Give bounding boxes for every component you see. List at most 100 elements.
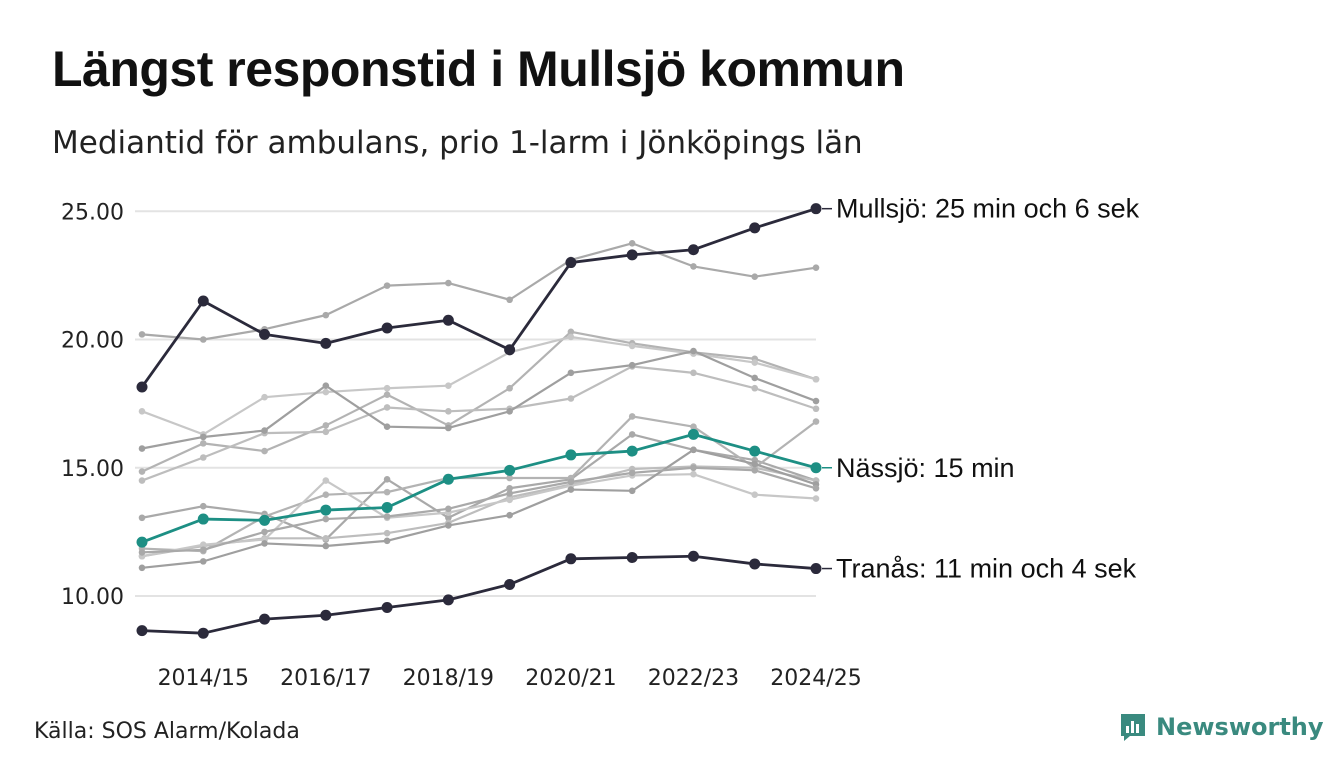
series-kommun-e-point (690, 347, 697, 355)
source-note: Källa: SOS Alarm/Kolada (34, 719, 300, 744)
series-kommun-k-point (261, 528, 268, 536)
series-kommun-g-point (628, 413, 636, 420)
series-mullsj--point (442, 314, 454, 326)
series-kommun-k-point (322, 515, 330, 523)
series-tran-s-point (749, 558, 761, 570)
series-n-ssj--point (320, 504, 332, 516)
series-kommun-g-point (690, 423, 697, 431)
series-mullsj--point (197, 295, 209, 307)
series-mullsj--point (259, 328, 271, 340)
series-kommun-c-point (138, 477, 146, 484)
series-kommun-i-point (690, 470, 697, 478)
series-kommun-j-point (751, 460, 759, 468)
series-kommun-a-point (199, 336, 207, 343)
series-kommun-j-point (322, 542, 330, 550)
series-kommun-k-point (812, 484, 820, 492)
chart-title: Längst responstid i Mullsjö kommun (52, 41, 905, 97)
newsworthy-bars-icon (1121, 714, 1145, 741)
series-mullsj--point (687, 244, 699, 256)
end-label-tran-s: Tranås: 11 min och 4 sek (836, 554, 1137, 584)
series-tran-s-point (442, 594, 454, 606)
series-kommun-c-point (199, 454, 207, 461)
series-kommun-j-point (138, 564, 146, 572)
series-kommun-c-point (690, 369, 697, 377)
series-mullsj--point (565, 257, 577, 269)
series-tran-s-point (504, 578, 516, 590)
series-kommun-c-point (812, 405, 820, 413)
series-kommun-e-point (751, 374, 759, 382)
series-kommun-j-point (261, 540, 268, 547)
y-axis-ticks: 10.00 15.00 20.00 25.00 (61, 200, 124, 610)
series-mullsj--point (136, 381, 148, 393)
series-kommun-i-point (322, 477, 330, 484)
series-kommun-j-point (567, 486, 575, 493)
series-kommun-k-point (628, 469, 636, 477)
series-kommun-k-point (199, 546, 207, 554)
series-n-ssj--point (259, 514, 271, 526)
series-n-ssj--point (197, 513, 209, 525)
series-kommun-i-line (141, 473, 817, 558)
series-kommun-i-point (751, 491, 759, 498)
series-kommun-i-point (812, 495, 820, 502)
y-tick-label: 25.00 (61, 200, 124, 225)
series-kommun-a-line (141, 242, 817, 341)
series-kommun-b-point (261, 447, 268, 455)
y-tick-label: 20.00 (61, 329, 124, 354)
series-kommun-b-point (567, 328, 575, 336)
series-kommun-f-point (199, 502, 207, 510)
series-kommun-g-point (322, 491, 330, 498)
series-kommun-f-point (628, 431, 636, 438)
series-kommun-a-point (812, 264, 820, 271)
series-kommun-b-line (141, 330, 817, 473)
x-tick-label: 2024/25 (770, 666, 861, 691)
series-kommun-e-point (199, 433, 207, 441)
series-kommun-a-point (322, 311, 330, 319)
series-kommun-e-point (322, 382, 330, 389)
series-kommun-c-line (141, 365, 817, 482)
series-kommun-i-point (199, 541, 207, 548)
series-tran-s-point (259, 613, 271, 625)
series-kommun-d-point (383, 384, 391, 392)
series-kommun-d-point (261, 393, 268, 401)
series-kommun-d-point (812, 375, 820, 383)
series-kommun-d-point (628, 342, 636, 350)
series-n-ssj--point (442, 473, 454, 485)
series-n-ssj--point (687, 428, 699, 440)
brand-name: Newsworthy (1156, 713, 1324, 741)
series-n-ssj--point (136, 536, 148, 548)
series-kommun-b-point (138, 468, 146, 475)
series-kommun-j-point (506, 511, 513, 519)
series-tran-s-point (687, 550, 699, 562)
series-kommun-c-point (322, 428, 330, 436)
series-mullsj--point (381, 322, 393, 334)
series-n-ssj--point (626, 445, 638, 457)
series-kommun-k-point (506, 490, 513, 497)
series-kommun-g-point (506, 474, 513, 482)
series-n-ssj--point (381, 502, 393, 514)
series-n-ssj--point (749, 445, 761, 457)
y-tick-label: 15.00 (61, 457, 124, 482)
brand-logo: Newsworthy (1118, 712, 1324, 742)
series-tran-s-point (197, 627, 209, 639)
series-n-ssj--point (504, 464, 516, 476)
series-kommun-g-point (383, 488, 391, 496)
series-kommun-e-point (506, 408, 513, 415)
series-kommun-k-point (383, 513, 391, 520)
series-mullsj--point (810, 203, 822, 215)
x-axis-ticks: 2014/15 2016/17 2018/19 2020/21 2022/23 2024/… (158, 666, 862, 691)
series-kommun-i-point (506, 496, 513, 504)
series-mullsj--point (626, 249, 638, 261)
series-kommun-e-point (261, 427, 268, 434)
x-tick-label: 2014/15 (158, 666, 249, 691)
series-kommun-a-point (628, 240, 636, 247)
series-kommun-c-point (445, 408, 452, 415)
series-kommun-j-point (199, 558, 207, 565)
series-kommun-c-point (383, 404, 391, 411)
series-mullsj--point (749, 222, 761, 234)
series-end-labels: Mullsjö: 25 min och 6 sek Nässjö: 15 min T… (822, 194, 1140, 584)
x-tick-label: 2018/19 (403, 666, 494, 691)
series-kommun-k-point (567, 478, 575, 486)
series-kommun-a-point (751, 273, 759, 280)
series-kommun-f-point (138, 514, 146, 522)
x-tick-label: 2022/23 (648, 666, 739, 691)
